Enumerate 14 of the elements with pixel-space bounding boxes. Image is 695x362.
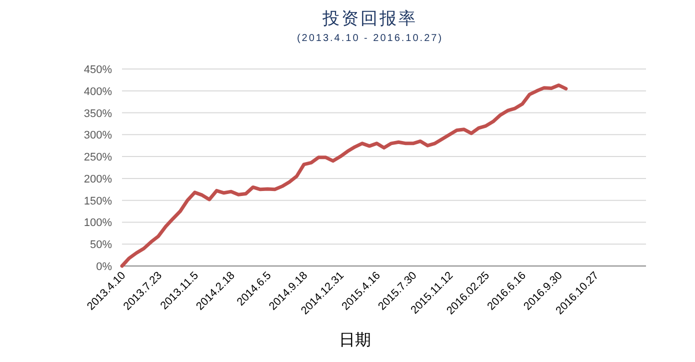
x-axis-title: 日期: [339, 331, 371, 349]
y-tick-label: 450%: [84, 64, 112, 76]
chart-title: 投资回报率: [322, 9, 418, 28]
line-series: [120, 83, 568, 268]
chart-subtitle: (2013.4.10 - 2016.10.27): [296, 33, 444, 44]
y-tick-label: 150%: [84, 195, 112, 208]
y-tick-label: 400%: [84, 86, 112, 98]
y-tick-label: 100%: [84, 217, 112, 230]
y-tick-label: 250%: [84, 152, 112, 164]
y-tick-label: 350%: [84, 108, 112, 120]
y-tick-label: 0%: [96, 261, 112, 273]
y-tick-label: 200%: [84, 173, 112, 186]
y-tick-label: 300%: [84, 130, 112, 142]
y-tick-label: 50%: [90, 239, 112, 252]
